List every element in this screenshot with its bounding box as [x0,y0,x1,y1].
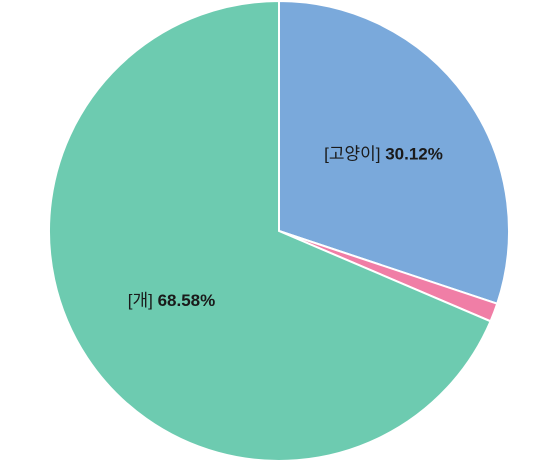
slice-label-2: [개] 68.58% [128,291,215,310]
slice-percent-2: 68.58% [158,291,216,310]
slice-category-2: [개] [128,291,158,310]
pie-slice-2[interactable] [48,0,492,462]
slice-label-0: [고양이] 30.12% [324,145,443,164]
pie-slice-0[interactable] [278,0,510,305]
slice-percent-0: 30.12% [385,145,443,164]
slice-category-0: [고양이] [324,145,385,164]
